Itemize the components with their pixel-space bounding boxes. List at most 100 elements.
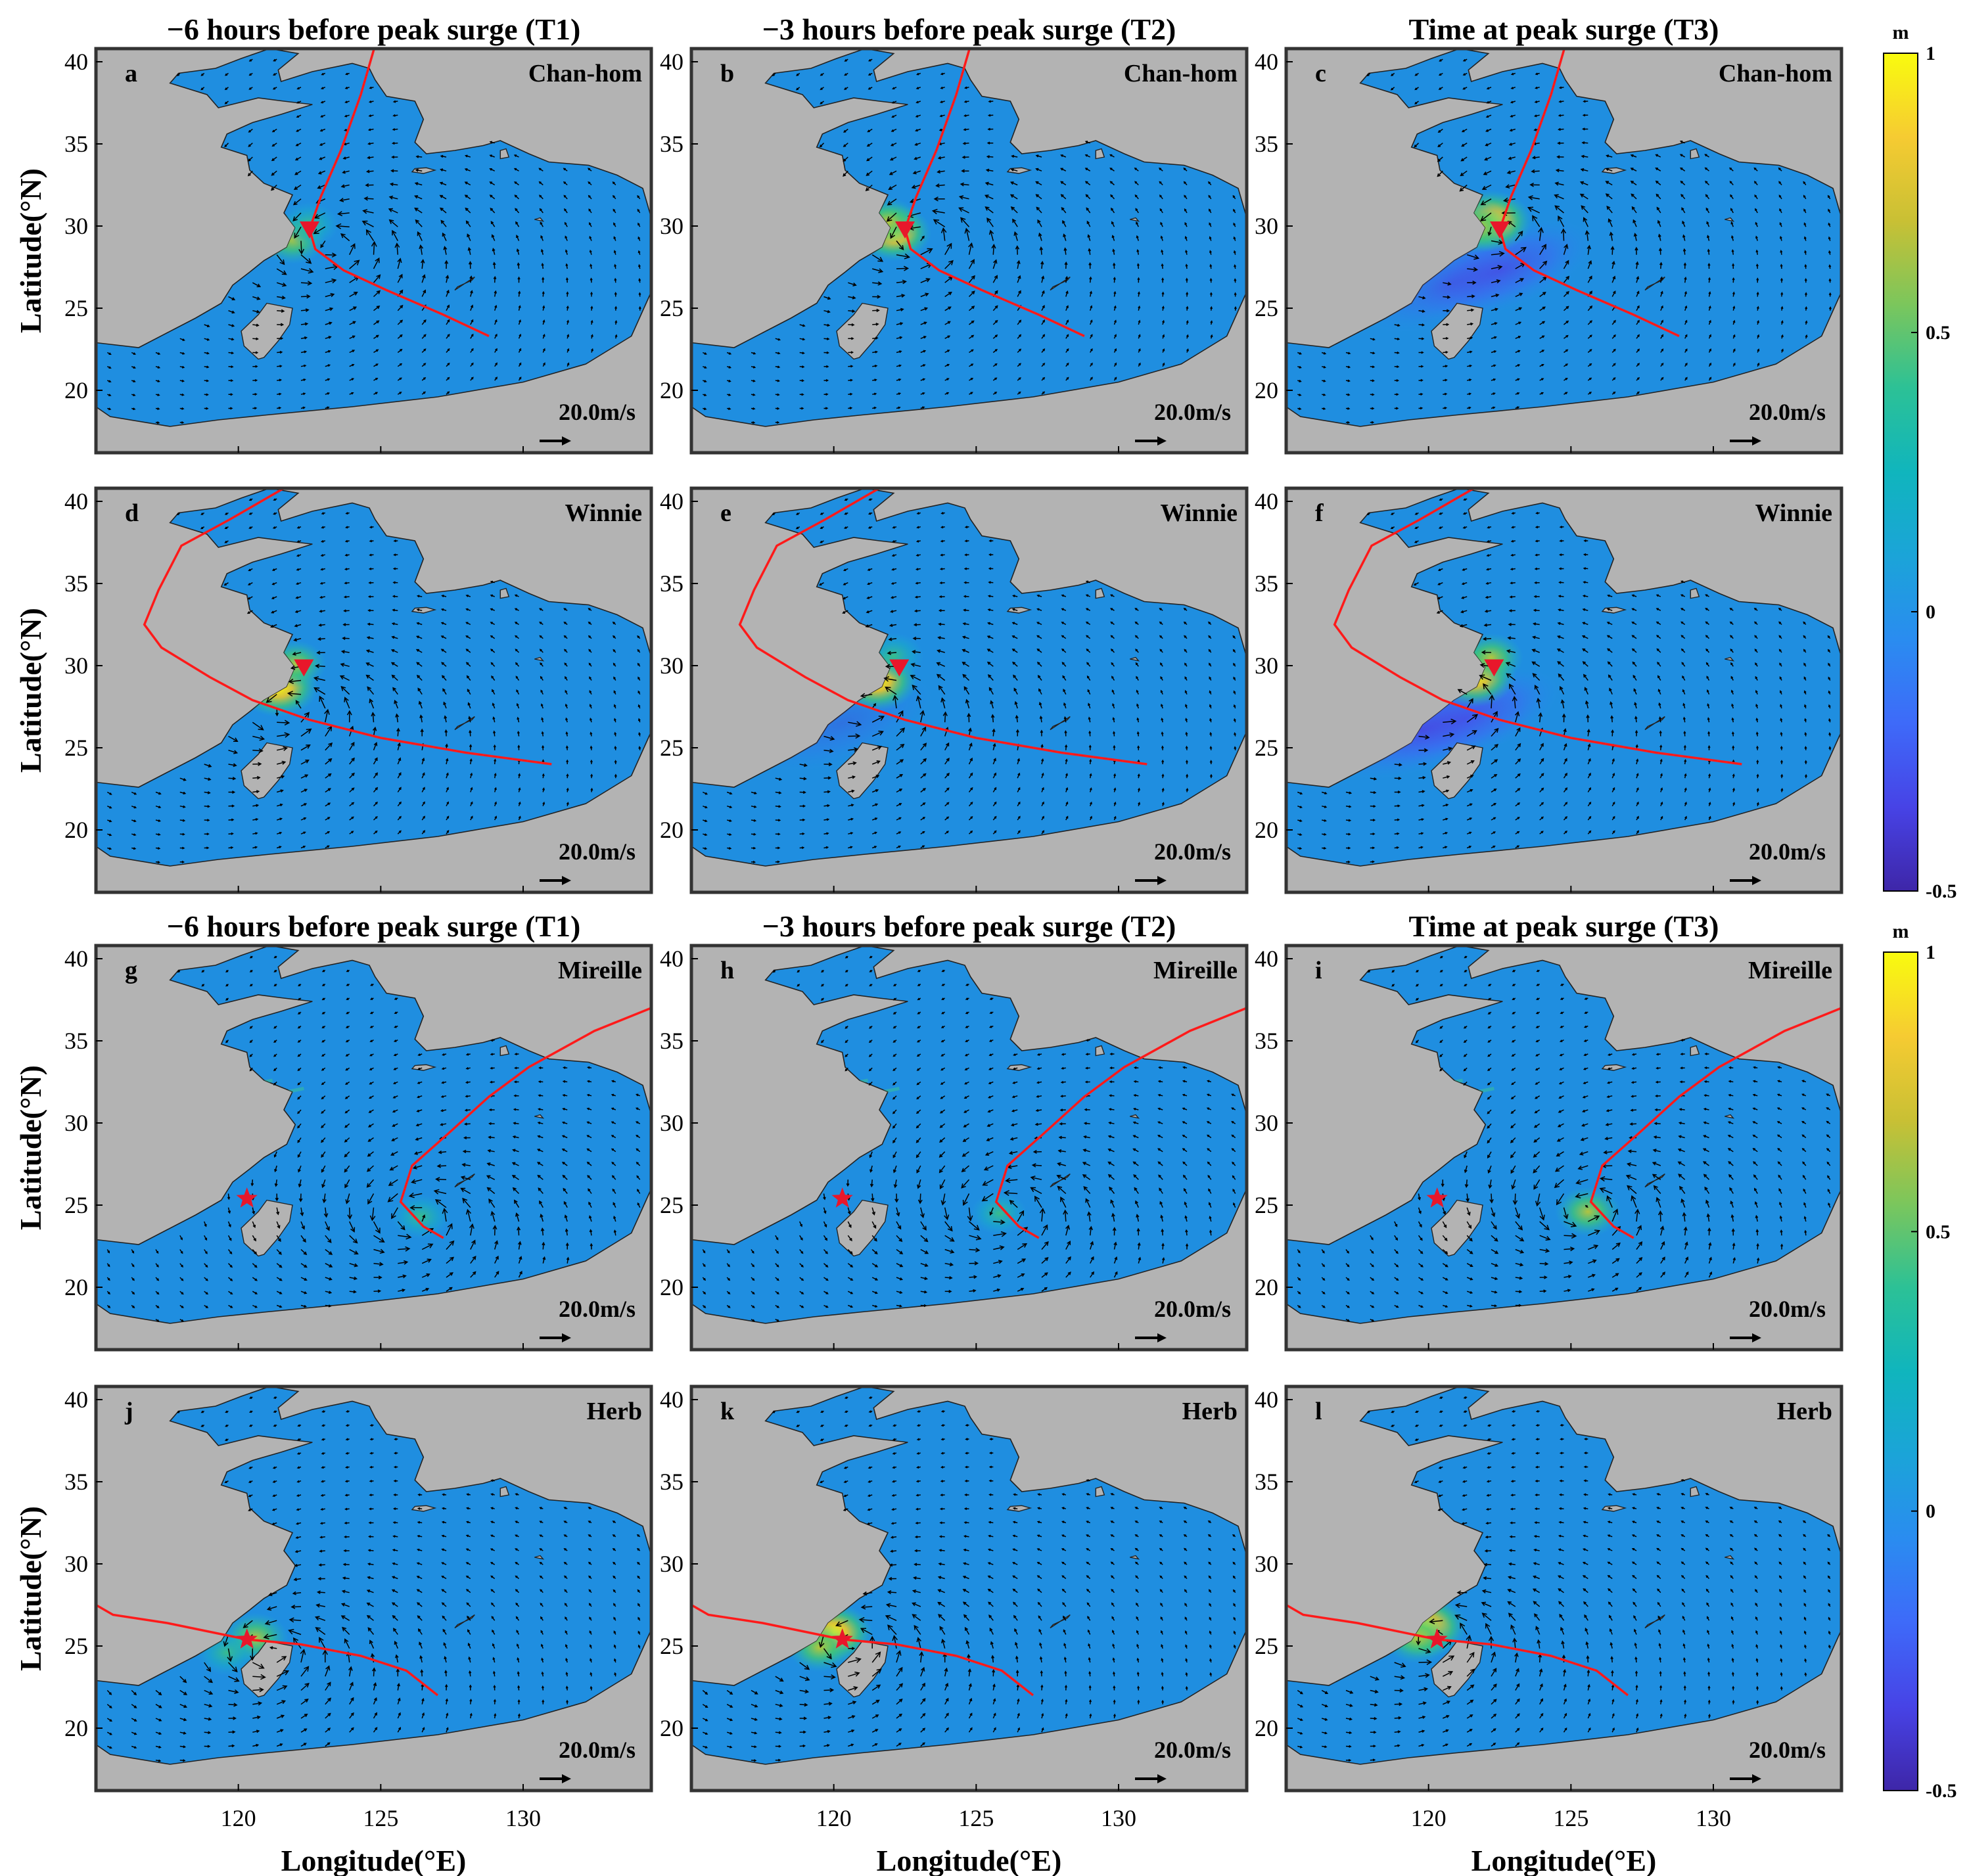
wind-arrow xyxy=(869,1179,874,1188)
wind-arrow xyxy=(775,860,781,863)
wind-arrow xyxy=(1587,1669,1590,1677)
wind-arrow xyxy=(513,154,519,158)
wind-arrow xyxy=(349,741,355,751)
wind-arrow xyxy=(392,1507,398,1511)
wind-arrow xyxy=(368,114,374,118)
wind-arrow xyxy=(847,1235,852,1242)
wind-arrow xyxy=(613,1216,616,1222)
wind-arrow xyxy=(1134,608,1139,611)
wind-arrow xyxy=(1017,1698,1020,1704)
wind-arrow xyxy=(343,595,350,599)
wind-arrow xyxy=(1463,1410,1468,1413)
wind-arrow xyxy=(751,1249,754,1254)
wind-arrow xyxy=(1826,1107,1831,1110)
wind-arrow xyxy=(1089,1241,1094,1250)
wind-arrow xyxy=(368,581,374,584)
wind-arrow xyxy=(588,1603,592,1607)
wind-arrow xyxy=(1732,773,1735,779)
wind-arrow xyxy=(1582,1561,1588,1565)
wind-arrow xyxy=(589,1644,592,1649)
wind-arrow xyxy=(1062,1602,1067,1607)
wind-arrow xyxy=(1730,194,1734,200)
wind-arrow xyxy=(1707,703,1710,709)
wind-arrow xyxy=(1779,676,1782,681)
wind-arrow xyxy=(1487,1452,1492,1455)
wind-arrow xyxy=(440,608,447,611)
wind-arrow xyxy=(417,231,423,241)
wind-arrow xyxy=(227,1263,233,1268)
wind-arrow xyxy=(1161,249,1164,255)
wind-arrow xyxy=(441,1562,447,1565)
wind-arrow xyxy=(962,1193,970,1206)
wind-arrow xyxy=(919,1207,925,1218)
wind-arrow xyxy=(1636,1272,1642,1278)
wind-arrow xyxy=(1065,1224,1071,1236)
wind-arrow xyxy=(1536,969,1540,972)
wind-arrow xyxy=(963,1521,969,1524)
wind-arrow xyxy=(325,406,330,409)
wind-arrow xyxy=(1611,275,1616,283)
wind-arrow xyxy=(345,1409,350,1413)
wind-arrow xyxy=(845,1053,848,1057)
wind-arrow xyxy=(1161,802,1165,806)
wind-arrow xyxy=(321,1179,326,1189)
wind-arrow xyxy=(1755,1658,1759,1663)
wind-arrow xyxy=(418,700,423,709)
wind-arrow xyxy=(1754,194,1758,200)
wind-arrow xyxy=(225,1040,229,1043)
wind-arrow xyxy=(823,1235,828,1241)
wind-arrow xyxy=(1370,338,1376,341)
wind-arrow xyxy=(293,1578,302,1582)
wind-arrow xyxy=(271,596,277,599)
wind-arrow xyxy=(1779,662,1782,667)
wind-arrow xyxy=(917,1193,923,1204)
wind-arrow xyxy=(344,1480,350,1483)
wind-arrow xyxy=(941,969,946,972)
wind-arrow xyxy=(1607,1534,1613,1538)
wind-arrow xyxy=(612,1534,616,1538)
wind-arrow xyxy=(421,1697,425,1704)
wind-arrow xyxy=(867,1508,873,1511)
wind-arrow xyxy=(1727,1135,1734,1139)
wind-arrow xyxy=(1563,306,1569,311)
wind-arrow xyxy=(1182,1161,1188,1166)
wind-arrow xyxy=(1729,1521,1734,1524)
wind-arrow xyxy=(915,128,921,132)
wind-arrow xyxy=(417,1053,423,1057)
wind-arrow xyxy=(107,407,112,411)
wind-arrow xyxy=(1587,815,1592,821)
wind-arrow xyxy=(1706,235,1710,241)
wind-arrow xyxy=(1554,194,1564,200)
wind-arrow xyxy=(1086,1521,1090,1524)
wind-arrow xyxy=(514,181,519,186)
wind-arrow xyxy=(228,1703,238,1707)
wind-arrow xyxy=(313,676,325,681)
wind-arrow xyxy=(1652,1174,1661,1180)
wind-arrow xyxy=(1108,1108,1115,1111)
y-axis-label: Latitude(°N) xyxy=(14,1506,47,1671)
wind-arrow xyxy=(1370,833,1376,836)
wind-arrow xyxy=(1680,167,1686,172)
wind-arrow xyxy=(1035,168,1042,172)
wind-arrow xyxy=(300,1728,308,1733)
wind-arrow xyxy=(397,273,403,283)
wind-arrow xyxy=(565,1672,568,1677)
wind-arrow xyxy=(1584,997,1588,1000)
wind-arrow xyxy=(1109,1080,1115,1084)
wind-arrow xyxy=(823,1729,831,1733)
wind-arrow xyxy=(155,846,161,850)
wind-arrow xyxy=(1183,181,1188,185)
wind-arrow xyxy=(273,1067,277,1072)
wind-arrow xyxy=(565,277,568,283)
wind-arrow xyxy=(1418,846,1424,849)
wind-arrow xyxy=(896,1713,902,1719)
wind-arrow xyxy=(390,662,398,667)
wind-arrow xyxy=(936,662,946,667)
wind-arrow xyxy=(1345,833,1351,836)
wind-arrow xyxy=(1113,305,1117,311)
wind-arrow xyxy=(416,595,423,598)
wind-arrow xyxy=(397,363,403,367)
wind-arrow xyxy=(1345,791,1353,794)
wind-arrow xyxy=(775,846,781,850)
wind-arrow xyxy=(274,1165,277,1173)
